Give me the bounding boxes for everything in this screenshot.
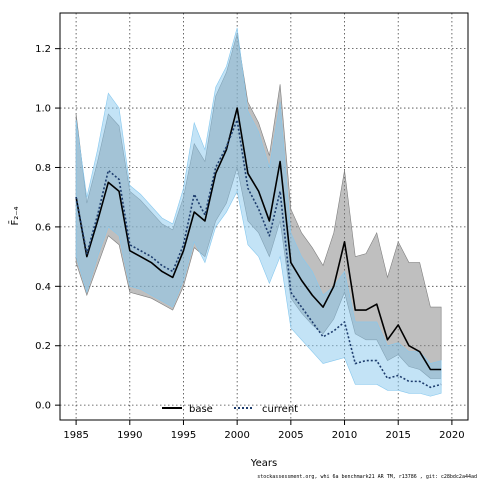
- x-tick-label: 1985: [63, 430, 88, 441]
- x-tick-label: 2005: [278, 430, 303, 441]
- y-tick-label: 1.0: [35, 104, 51, 115]
- legend-label-current: current: [262, 404, 298, 415]
- y-axis-ticks: 0.0 0.2 0.4 0.6 0.8 1.0 1.2: [35, 44, 60, 412]
- series-lines: [75, 107, 442, 389]
- y-tick-label: 0.4: [35, 282, 51, 293]
- x-tick-label: 2020: [439, 430, 464, 441]
- y-tick-label: 0.8: [35, 163, 51, 174]
- x-tick-label: 2015: [385, 430, 410, 441]
- series-line-base: [75, 107, 442, 371]
- x-tick-label: 2010: [332, 430, 357, 441]
- plot-frame: [59, 12, 469, 421]
- x-axis-ticks: 1985 1990 1995 2000 2005 2010 2015 2020: [63, 420, 465, 441]
- confidence-bands: [75, 27, 442, 397]
- y-tick-label: 0.0: [35, 401, 51, 412]
- footer-credit: stockassessment.org, whi 6a benchmark21 …: [257, 474, 477, 480]
- legend: base current: [162, 404, 298, 415]
- y-tick-label: 0.2: [35, 341, 51, 352]
- y-tick-label: 0.6: [35, 222, 51, 233]
- x-axis-title: Years: [250, 458, 277, 469]
- x-tick-label: 1995: [171, 430, 196, 441]
- legend-label-base: base: [189, 404, 213, 415]
- series-line-current: [75, 119, 442, 389]
- y-tick-label: 1.2: [35, 44, 51, 55]
- x-tick-label: 2000: [224, 430, 249, 441]
- confidence-band-current: [75, 27, 442, 397]
- x-tick-label: 1990: [117, 430, 142, 441]
- y-axis-title: F̄₂₋₄: [8, 206, 21, 225]
